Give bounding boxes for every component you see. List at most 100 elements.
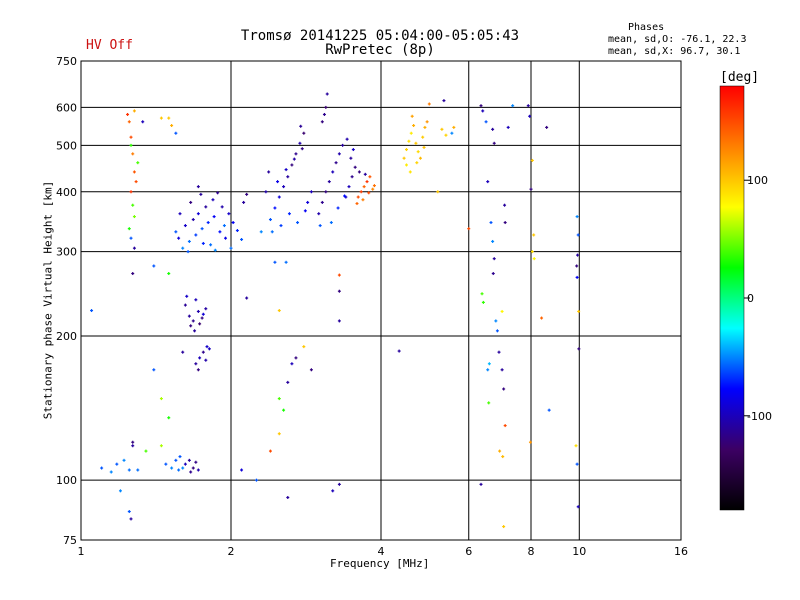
data-point (183, 224, 187, 228)
data-point (164, 462, 168, 466)
data-point (189, 470, 193, 474)
data-point (486, 368, 490, 372)
data-point (205, 345, 209, 349)
data-point (286, 495, 290, 499)
data-point (410, 114, 414, 118)
data-point (200, 316, 204, 320)
data-point (268, 449, 272, 453)
data-point (204, 205, 208, 209)
data-point (528, 440, 532, 444)
phases-heading: Phases (628, 22, 665, 33)
data-point (331, 489, 335, 493)
data-point (506, 125, 510, 129)
data-point (292, 157, 296, 161)
data-point (402, 156, 406, 160)
data-point (497, 350, 501, 354)
y-tick-label: 400 (56, 186, 77, 199)
data-point (115, 462, 119, 466)
x-axis-ticks: 1 2 4 6 8 10 16 (78, 545, 689, 558)
data-point (361, 198, 365, 202)
y-tick-label: 600 (56, 101, 77, 114)
data-point (290, 362, 294, 366)
data-point (209, 243, 213, 247)
data-point (279, 224, 283, 228)
data-point (229, 246, 233, 250)
data-point (302, 131, 306, 135)
data-point (298, 141, 302, 145)
data-point (159, 397, 163, 401)
data-point (177, 468, 181, 472)
data-point (196, 468, 200, 472)
data-point (196, 368, 200, 372)
data-point (187, 458, 191, 462)
data-point (167, 116, 171, 120)
data-point (204, 358, 208, 362)
data-point (181, 466, 185, 470)
data-point (452, 125, 456, 129)
data-point (198, 322, 202, 326)
data-point (196, 185, 200, 189)
data-point (440, 127, 444, 131)
data-point (170, 466, 174, 470)
data-point (277, 195, 281, 199)
data-point (129, 143, 133, 147)
data-point (481, 300, 485, 304)
data-point (178, 212, 182, 216)
data-point (284, 168, 288, 172)
data-point (320, 120, 324, 124)
x-tick-label: 10 (572, 545, 586, 558)
data-point (284, 260, 288, 264)
data-point (270, 230, 274, 234)
data-point (501, 455, 505, 459)
data-point (368, 175, 372, 179)
data-point (545, 125, 549, 129)
data-point (479, 482, 483, 486)
data-point (574, 444, 578, 448)
data-point (191, 319, 195, 323)
data-point (189, 200, 193, 204)
data-point (576, 253, 580, 257)
data-point (484, 120, 488, 124)
data-point (196, 212, 200, 216)
data-point (367, 191, 371, 195)
x-axis-label: Frequency [MHz] (330, 557, 430, 570)
y-tick-label: 750 (56, 55, 77, 68)
data-point (575, 215, 579, 219)
data-point (575, 275, 579, 279)
data-point (144, 449, 148, 453)
data-point (577, 347, 581, 351)
data-point (131, 203, 135, 207)
data-point (502, 387, 506, 391)
data-point (178, 455, 182, 459)
data-point (132, 109, 136, 113)
status-label: HV Off (86, 38, 133, 53)
data-point (207, 347, 211, 351)
data-point (416, 150, 420, 154)
data-point (503, 203, 507, 207)
data-point (126, 112, 130, 116)
data-point (129, 517, 133, 521)
data-point (277, 397, 281, 401)
data-point (259, 230, 263, 234)
data-point (222, 224, 226, 228)
data-point (334, 161, 338, 165)
data-point (201, 241, 205, 245)
data-point (170, 124, 174, 128)
data-point (177, 236, 181, 240)
data-point (322, 112, 326, 116)
data-point (481, 109, 485, 113)
data-point (491, 239, 495, 243)
data-point (450, 131, 454, 135)
data-point (442, 99, 446, 103)
data-point (341, 143, 345, 147)
plot-frame (80, 60, 682, 541)
data-point (412, 124, 416, 128)
data-point (357, 170, 361, 174)
data-point (528, 114, 532, 118)
data-point (356, 195, 360, 199)
data-point (491, 272, 495, 276)
data-point (122, 458, 126, 462)
data-point (408, 170, 412, 174)
data-point (132, 170, 136, 174)
y-axis-ticks: 75 100 200 300 400 500 600 750 (56, 55, 77, 547)
